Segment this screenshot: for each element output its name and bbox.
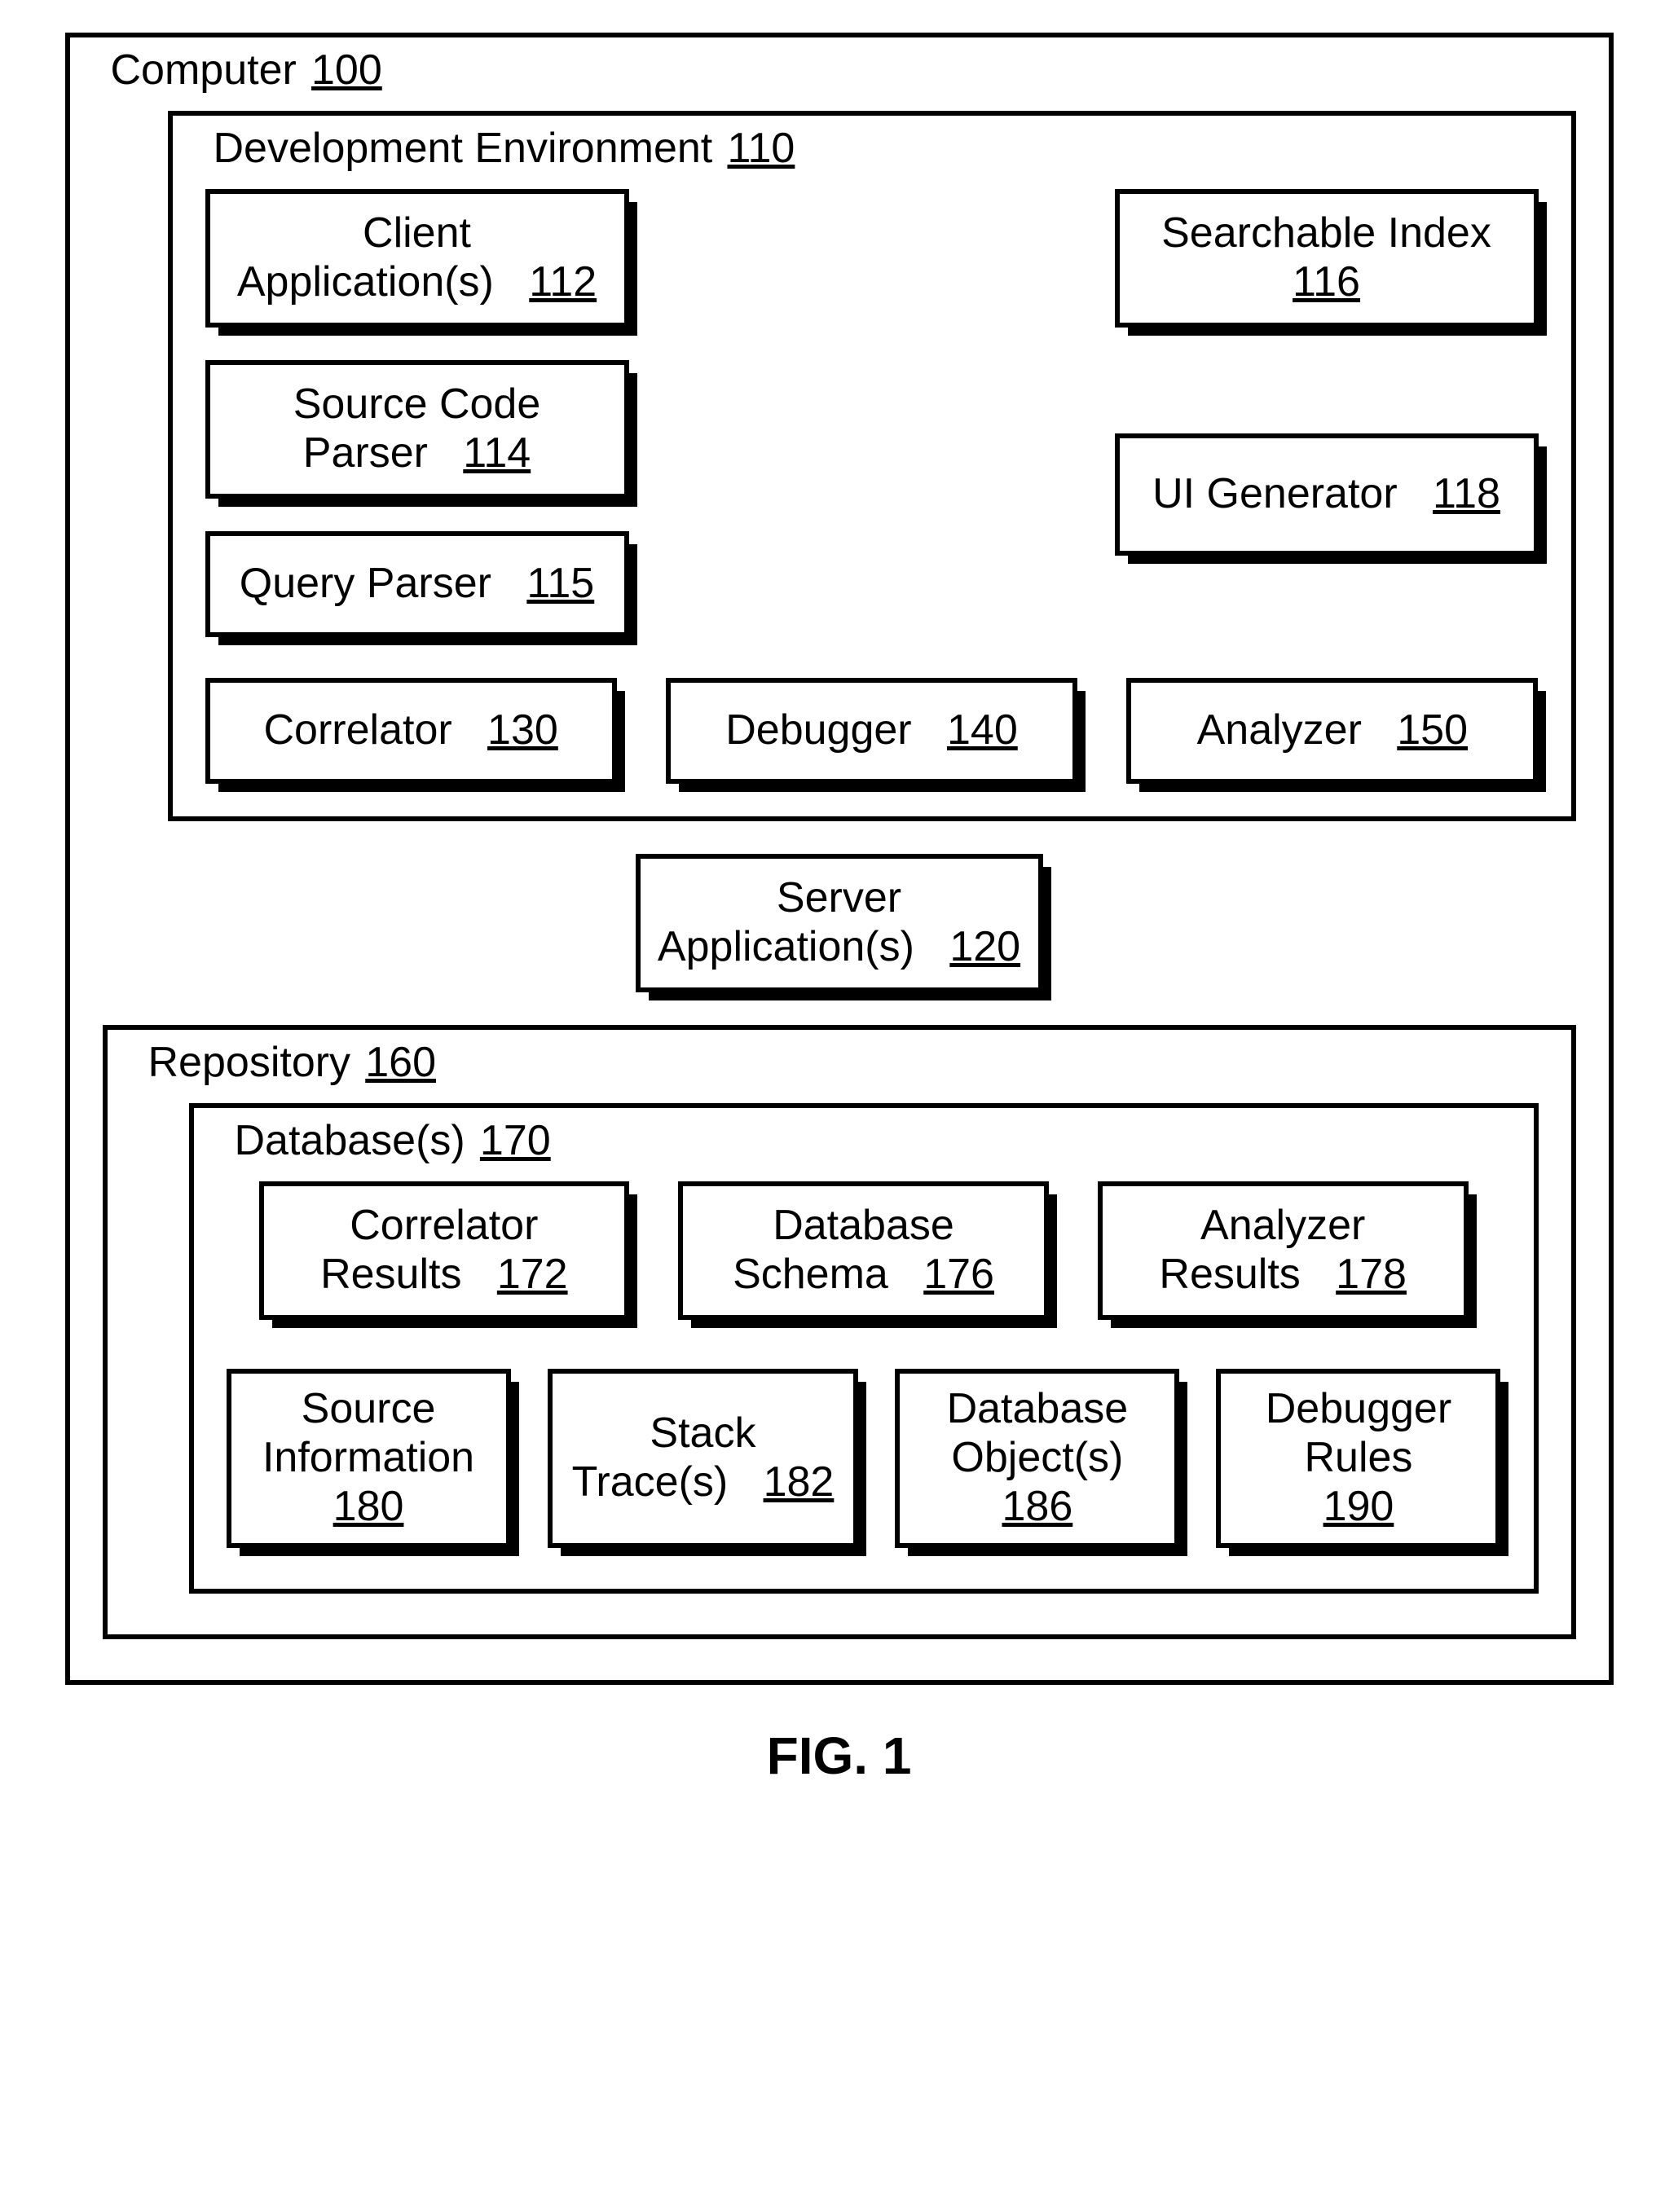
server-applications-box: Server Application(s) 120: [636, 854, 1043, 992]
repository-box: Repository 160 Database(s) 170 Correlato…: [103, 1025, 1576, 1639]
stack-traces-box: Stack Trace(s) 182: [548, 1369, 859, 1548]
figure-caption: FIG. 1: [65, 1726, 1614, 1786]
repository-label-text: Repository: [148, 1038, 351, 1087]
db-row2: Source Information 180 Stack Trace(s) 18…: [227, 1369, 1501, 1548]
client-applications-ref: 112: [529, 258, 597, 306]
correlator-results-box: Correlator Results 172: [259, 1181, 630, 1320]
database-objects-l1: Database: [947, 1385, 1129, 1434]
source-information-ref: 180: [333, 1483, 404, 1532]
databases-box: Database(s) 170 Correlator Results 172: [189, 1103, 1539, 1594]
client-applications-l1: Client: [363, 209, 471, 258]
dev-env-label: Development Environment 110: [214, 124, 1539, 173]
computer-label-text: Computer: [111, 46, 297, 95]
dev-env-bottom-row: Correlator 130 Debugger 140 Analyzer: [205, 678, 1539, 784]
query-parser-l1: Query Parser: [240, 560, 491, 607]
source-code-parser-l1: Source Code: [293, 380, 541, 429]
stack-traces-ref: 182: [764, 1458, 835, 1506]
database-schema-l2: Schema: [733, 1251, 888, 1298]
correlator-results-l1: Correlator: [350, 1202, 538, 1251]
database-objects-ref: 186: [1002, 1483, 1072, 1532]
debugger-ref: 140: [947, 706, 1018, 754]
debugger-rules-l1: Debugger: [1266, 1385, 1451, 1434]
dev-env-ref: 110: [727, 124, 795, 173]
analyzer-ref: 150: [1397, 706, 1468, 754]
database-objects-box: Database Object(s) 186: [895, 1369, 1179, 1548]
dev-env-right-col: Searchable Index 116 UI Generator 118: [678, 189, 1539, 556]
server-app-row: Server Application(s) 120: [103, 854, 1576, 992]
computer-box: Computer 100 Development Environment 110…: [65, 33, 1614, 1685]
debugger-rules-box: Debugger Rules 190: [1216, 1369, 1500, 1548]
database-schema-l1: Database: [773, 1202, 954, 1251]
databases-ref: 170: [480, 1116, 551, 1165]
correlator-results-l2: Results: [320, 1251, 461, 1298]
client-applications-box: Client Application(s) 112: [205, 189, 629, 328]
ui-generator-box: UI Generator 118: [1115, 433, 1539, 556]
ui-generator-ref: 118: [1433, 470, 1500, 517]
searchable-index-ref: 116: [1293, 258, 1360, 307]
dev-env-label-text: Development Environment: [214, 124, 713, 173]
source-information-l1: Source: [302, 1385, 436, 1434]
dev-env-top-row: Client Application(s) 112 Source Code Pa…: [205, 189, 1539, 637]
source-code-parser-ref: 114: [463, 429, 531, 477]
database-schema-ref: 176: [923, 1251, 994, 1298]
db-row1: Correlator Results 172 Database Schema: [227, 1181, 1501, 1320]
correlator-results-ref: 172: [497, 1251, 568, 1298]
source-information-box: Source Information 180: [227, 1369, 511, 1548]
database-schema-box: Database Schema 176: [678, 1181, 1049, 1320]
searchable-index-box: Searchable Index 116: [1115, 189, 1539, 328]
debugger-box: Debugger 140: [666, 678, 1077, 784]
source-code-parser-box: Source Code Parser 114: [205, 360, 629, 499]
query-parser-ref: 115: [526, 560, 594, 607]
server-applications-ref: 120: [949, 923, 1020, 970]
analyzer-results-box: Analyzer Results 178: [1098, 1181, 1469, 1320]
dev-env-left-col: Client Application(s) 112 Source Code Pa…: [205, 189, 629, 637]
debugger-l1: Debugger: [725, 706, 911, 754]
query-parser-box: Query Parser 115: [205, 531, 629, 637]
stack-traces-l2: Trace(s): [572, 1458, 729, 1506]
debugger-rules-ref: 190: [1323, 1483, 1394, 1532]
dev-env-box: Development Environment 110 Client Appli…: [168, 111, 1576, 821]
analyzer-box: Analyzer 150: [1126, 678, 1538, 784]
figure-1: Computer 100 Development Environment 110…: [65, 33, 1614, 1786]
correlator-l1: Correlator: [264, 706, 452, 754]
analyzer-results-ref: 178: [1336, 1251, 1407, 1298]
debugger-rules-l2: Rules: [1304, 1434, 1412, 1483]
source-code-parser-l2: Parser: [303, 429, 428, 477]
database-objects-l2: Object(s): [951, 1434, 1123, 1483]
databases-label-text: Database(s): [235, 1116, 465, 1165]
analyzer-l1: Analyzer: [1197, 706, 1362, 754]
computer-ref: 100: [311, 46, 382, 95]
server-applications-l2: Application(s): [658, 923, 914, 970]
correlator-ref: 130: [487, 706, 558, 754]
databases-label: Database(s) 170: [235, 1116, 1501, 1165]
repository-label: Repository 160: [148, 1038, 1539, 1087]
computer-label: Computer 100: [111, 46, 1576, 95]
ui-generator-l1: UI Generator: [1152, 470, 1398, 517]
server-applications-l1: Server: [777, 874, 901, 923]
analyzer-results-l2: Results: [1159, 1251, 1300, 1298]
source-information-l2: Information: [262, 1434, 474, 1483]
analyzer-results-l1: Analyzer: [1200, 1202, 1365, 1251]
correlator-box: Correlator 130: [205, 678, 617, 784]
repository-ref: 160: [365, 1038, 436, 1087]
searchable-index-l1: Searchable Index: [1161, 209, 1491, 258]
client-applications-l2: Application(s): [237, 258, 494, 306]
stack-traces-l1: Stack: [650, 1409, 755, 1458]
